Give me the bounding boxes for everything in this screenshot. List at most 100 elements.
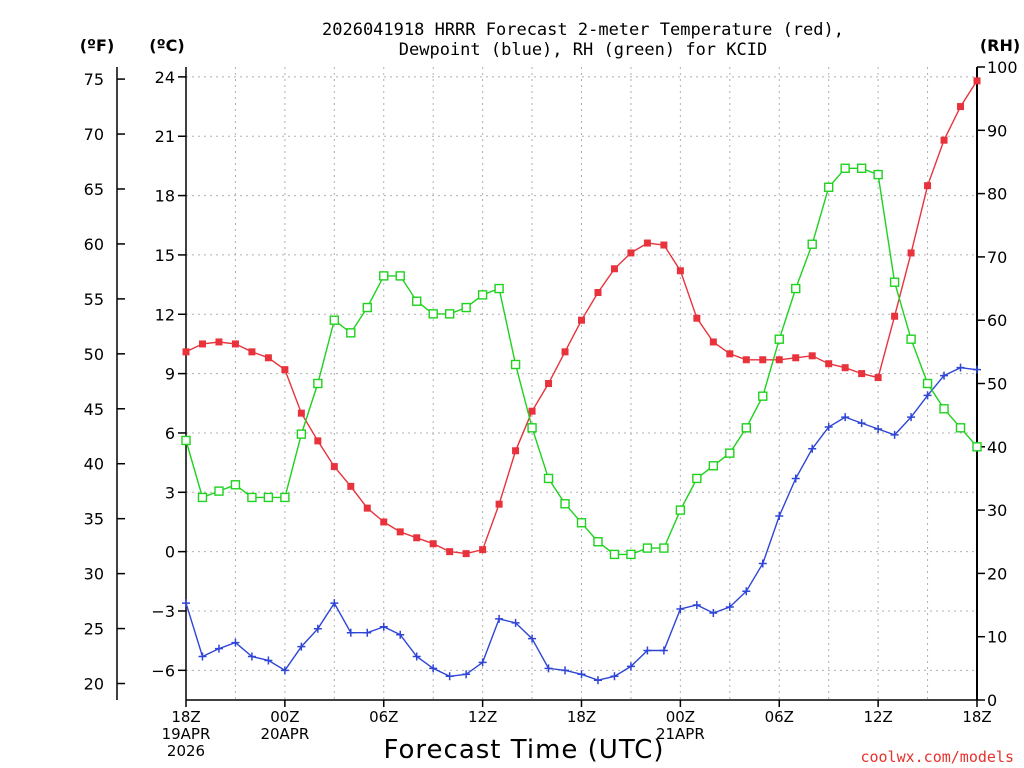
dewpoint-point: [445, 672, 454, 681]
temperature-point: [314, 437, 322, 445]
dewpoint-point: [626, 662, 635, 671]
x-tick-label: 2026: [167, 742, 205, 760]
x-tick-label: 00Z: [666, 708, 695, 726]
plot-grid: [186, 67, 977, 700]
rh-point: [527, 423, 537, 433]
rh-point: [296, 429, 307, 439]
x-tick-label: 19APR: [162, 725, 211, 743]
x-tick-label: 12Z: [468, 708, 497, 726]
rh-point: [659, 543, 669, 553]
temperature-point: [330, 463, 338, 471]
rh-point: [873, 169, 883, 180]
dewpoint-point: [280, 666, 289, 675]
dewpoint-point: [593, 676, 602, 685]
celsius-axis-unit: (ºC): [149, 36, 184, 55]
dewpoint-point: [231, 638, 240, 647]
rh-point: [362, 302, 372, 313]
dewpoint-point: [791, 474, 800, 483]
celsius-tick-label: 15: [155, 246, 175, 265]
temperature-point: [792, 354, 800, 362]
temperature-point: [512, 447, 520, 455]
dewpoint-point: [379, 622, 388, 631]
temperature-point: [479, 546, 487, 554]
rh-tick-label: 80: [987, 185, 1007, 204]
rh-point: [329, 315, 340, 325]
dewpoint-point: [264, 656, 273, 665]
fahrenheit-tick-label: 70: [84, 125, 104, 144]
temperature-point: [891, 312, 899, 320]
rh-point: [708, 461, 719, 471]
x-tick-label: 20APR: [260, 725, 309, 743]
fahrenheit-tick-label: 50: [84, 345, 104, 364]
temperature-point: [726, 350, 734, 358]
dewpoint-point: [824, 423, 833, 432]
temperature-point: [281, 366, 289, 374]
dewpoint-point: [610, 672, 619, 681]
dewpoint-point: [511, 618, 520, 627]
dewpoint-point: [725, 603, 734, 612]
rh-point: [922, 378, 933, 389]
rh-point: [263, 492, 274, 503]
x-tick-label: 00Z: [270, 708, 299, 726]
temperature-point: [231, 340, 239, 348]
chart-title-line-1: 2026041918 HRRR Forecast 2-meter Tempera…: [322, 20, 844, 40]
temperature-point: [940, 136, 948, 144]
celsius-tick-label: 9: [165, 365, 175, 384]
fahrenheit-tick-label: 30: [84, 565, 104, 584]
chart-title-line-2: Dewpoint (blue), RH (green) for KCID: [399, 40, 767, 60]
rh-point: [840, 163, 850, 173]
rh-tick-label: 0: [987, 691, 997, 710]
dewpoint-point: [478, 658, 487, 667]
rh-point: [791, 283, 801, 294]
dewpoint-point: [247, 652, 256, 661]
dewpoint-point: [808, 444, 817, 453]
rh-point: [494, 283, 504, 294]
x-tick-label: 18Z: [567, 708, 596, 726]
x-axis-title: Forecast Time (UTC): [383, 735, 664, 765]
temperature-point: [396, 528, 404, 536]
temperature-point: [610, 265, 618, 273]
rh-point: [807, 239, 817, 249]
temperature-point: [874, 374, 882, 382]
rh-axis-unit: (RH): [980, 36, 1020, 55]
temperature-point: [380, 518, 388, 526]
temperature-point: [248, 348, 256, 356]
rh-point: [181, 435, 191, 446]
temperature-point: [264, 354, 272, 362]
temperature-point: [973, 77, 981, 85]
celsius-tick-label: 12: [155, 305, 175, 324]
rh-series: [181, 163, 982, 560]
dewpoint-series: [182, 363, 981, 685]
temperature-point: [446, 548, 454, 556]
dewpoint-point: [923, 391, 932, 400]
rh-point: [889, 277, 900, 287]
dewpoint-point: [396, 630, 405, 639]
fahrenheit-tick-label: 35: [84, 510, 104, 529]
source-credit: coolwx.com/models: [860, 748, 1014, 766]
fahrenheit-tick-label: 20: [84, 675, 104, 694]
temperature-point: [775, 356, 783, 364]
temperature-point: [759, 356, 767, 364]
fahrenheit-tick-label: 55: [84, 290, 104, 309]
temperature-series: [182, 77, 981, 558]
dewpoint-point: [544, 664, 553, 673]
rh-tick-label: 40: [987, 438, 1007, 457]
dewpoint-point: [659, 646, 668, 655]
fahrenheit-tick-label: 65: [84, 180, 104, 199]
temperature-point: [198, 340, 206, 348]
fahrenheit-tick-label: 75: [84, 70, 104, 89]
temperature-point: [660, 241, 668, 249]
rh-point: [313, 378, 323, 389]
rh-point: [939, 404, 949, 414]
celsius-tick-label: −3: [151, 602, 175, 621]
rh-point: [576, 518, 587, 528]
rh-point: [675, 505, 686, 515]
x-tick-label: 21APR: [656, 725, 705, 743]
temperature-point: [594, 289, 602, 297]
rh-point: [444, 309, 455, 319]
temperature-point: [363, 504, 371, 512]
dewpoint-point: [363, 628, 372, 637]
rh-point: [395, 271, 405, 281]
temperature-point: [957, 103, 965, 111]
